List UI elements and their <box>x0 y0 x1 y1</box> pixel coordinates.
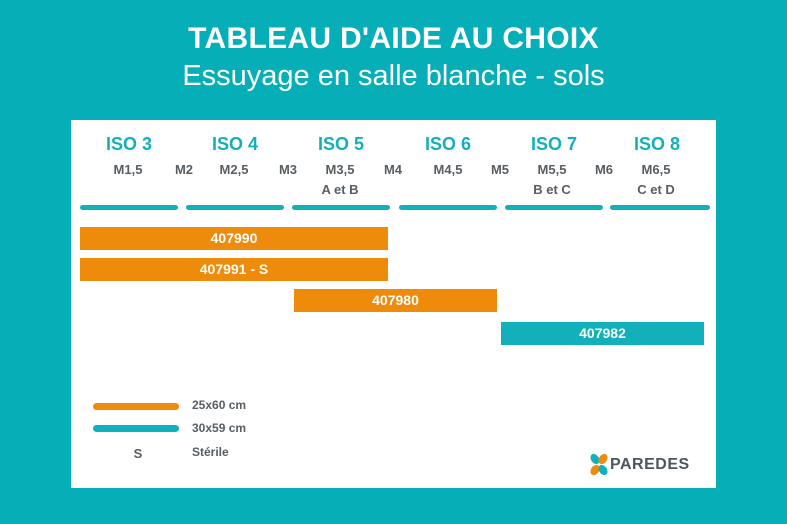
legend-sterile-key: S <box>133 446 143 461</box>
iso-segment-7 <box>505 205 603 210</box>
iso-label-7: ISO 7 <box>530 134 578 154</box>
iso-label-5: ISO 5 <box>317 134 365 154</box>
m-label-3: M3 <box>278 162 298 177</box>
m-label-1-5: M1,5 <box>113 162 143 177</box>
subclass-label-c-d: C et D <box>637 182 675 197</box>
iso-segment-6 <box>399 205 497 210</box>
subclass-label-b-c: B et C <box>533 182 571 197</box>
product-bar-407990: 407990 <box>80 227 388 250</box>
m-label-3-5: M3,5 <box>325 162 355 177</box>
m-label-4-5: M4,5 <box>433 162 463 177</box>
iso-label-6: ISO 6 <box>424 134 472 154</box>
m-label-6-5: M6,5 <box>641 162 671 177</box>
iso-segment-4 <box>186 205 284 210</box>
iso-segment-8 <box>610 205 710 210</box>
paredes-logo-text: PAREDES <box>610 456 690 473</box>
m-label-5-5: M5,5 <box>537 162 567 177</box>
legend-label-teal: 30x59 cm <box>192 421 247 435</box>
product-bar-407982: 407982 <box>501 322 704 345</box>
m-label-5: M5 <box>490 162 510 177</box>
product-bar-407991-s: 407991 - S <box>80 258 388 281</box>
page-title: TABLEAU D'AIDE AU CHOIX <box>188 22 599 55</box>
iso-label-4: ISO 4 <box>211 134 259 154</box>
legend-label-orange: 25x60 cm <box>192 398 247 412</box>
legend-line-orange <box>93 403 179 410</box>
m-label-4: M4 <box>383 162 403 177</box>
m-label-6: M6 <box>594 162 614 177</box>
iso-label-8: ISO 8 <box>633 134 681 154</box>
iso-segment-3 <box>80 205 178 210</box>
m-label-2-5: M2,5 <box>219 162 249 177</box>
chart-panel: ISO 3 ISO 4 ISO 5 ISO 6 ISO 7 ISO 8 M1,5… <box>71 120 716 488</box>
product-bar-407980: 407980 <box>294 289 497 312</box>
subclass-label-a-b: A et B <box>321 182 359 197</box>
page-subtitle: Essuyage en salle blanche - sols <box>182 60 605 92</box>
legend-sterile-label: Stérile <box>192 445 229 459</box>
paredes-logo-icon <box>590 453 608 476</box>
legend-line-teal <box>93 425 179 432</box>
iso-segment-5 <box>292 205 390 210</box>
m-label-2: M2 <box>174 162 194 177</box>
iso-label-3: ISO 3 <box>105 134 153 154</box>
